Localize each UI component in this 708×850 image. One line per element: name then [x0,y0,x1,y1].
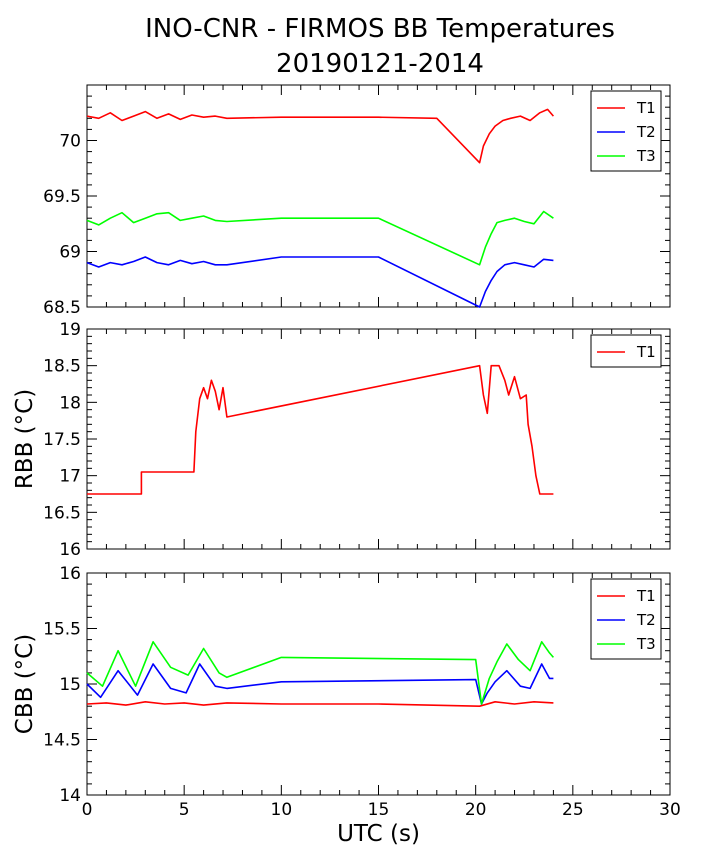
panel-middle: 16 16.5 17 17.5 18 18.5 19 RBB (°C) T1 [12,320,671,560]
bottom-series-t2-line [86,663,554,705]
top-legend-label-t1: T1 [636,99,656,117]
middle-ytick-label: 19 [59,320,81,340]
bottom-frame [86,572,671,796]
bottom-xtick-label: 10 [271,800,293,820]
middle-ytick-label: 16.5 [43,503,81,523]
bottom-ytick-label: 15.5 [43,620,81,640]
top-series-t2-line [86,256,554,308]
bottom-y-axis-label: CBB (°C) [12,634,38,734]
middle-ytick-label: 16 [59,540,81,560]
bottom-legend-label-t1: T1 [636,587,656,605]
bottom-xtick-label: 30 [659,800,681,820]
panel-bottom: 14 14.5 15 15.5 16 0 5 10 15 20 25 30 CBB (°C) UTC (s… [12,564,681,847]
bottom-ytick-label: 15 [59,675,81,695]
bottom-xtick-label: 0 [82,800,93,820]
bottom-xtick-label: 20 [465,800,487,820]
middle-frame [86,328,671,550]
top-series-t1-line [86,108,555,164]
chart-title-line2: 20190121-2014 [276,49,484,79]
middle-ytick-label: 17.5 [43,430,81,450]
top-ytick-label: 68.5 [43,298,81,318]
middle-legend-label-t1: T1 [636,343,656,361]
panel-top: 68.5 69 69.5 70 T1 T2 T3 [43,84,671,318]
bottom-ytick-label: 14 [59,786,81,806]
bottom-series-t1-line [86,700,554,708]
bottom-legend-label-t2: T2 [636,611,656,629]
middle-ytick-label: 17 [59,467,81,487]
bottom-xtick-label: 15 [368,800,390,820]
top-legend-box [590,90,662,172]
top-frame [86,84,671,308]
bottom-x-axis-label: UTC (s) [337,821,420,847]
top-ytick-label: 69.5 [43,187,81,207]
middle-series-t1-line [87,364,554,495]
top-ytick-label: 69 [59,243,81,263]
middle-ytick-label: 18 [59,393,81,413]
bottom-ytick-label: 14.5 [43,731,81,751]
top-series-t3-line [86,210,554,266]
middle-legend-box [590,334,662,368]
top-ytick-label: 70 [59,132,81,152]
bottom-xtick-label: 25 [562,800,584,820]
bottom-ytick-label: 16 [59,564,81,584]
top-legend-label-t3: T3 [636,147,656,165]
bottom-legend-box [590,578,662,660]
bottom-series-t3-line [86,640,555,705]
bottom-legend-label-t3: T3 [636,635,656,653]
top-legend-label-t2: T2 [636,123,656,141]
middle-ytick-label: 18.5 [43,357,81,377]
middle-y-axis-label: RBB (°C) [12,389,38,489]
chart-title-line1: INO-CNR - FIRMOS BB Temperatures [145,14,615,44]
bottom-xtick-label: 5 [179,800,190,820]
